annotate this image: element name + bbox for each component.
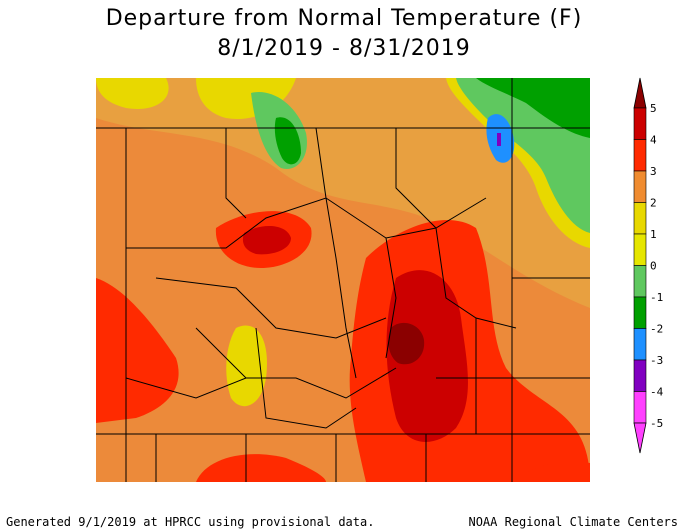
legend-tick-label: -3 <box>650 354 663 367</box>
legend-tick-label: 3 <box>650 165 657 178</box>
legend-swatch <box>633 391 647 424</box>
color-legend: 5 4 3 2 1 0 -1 -2 -3 -4 -5 <box>628 74 688 464</box>
boundary-lines <box>96 78 590 482</box>
footer-generated-note: Generated 9/1/2019 at HPRCC using provis… <box>6 515 375 529</box>
darkred-region-south <box>386 270 468 442</box>
legend-arrow-top <box>633 77 647 109</box>
yellow-region-central <box>226 325 267 407</box>
legend-swatch <box>633 233 647 266</box>
legend-swatch <box>633 359 647 392</box>
darkgreen-region-ne <box>476 78 590 138</box>
legend-arrow-bottom <box>633 422 647 454</box>
legend-swatch <box>633 296 647 329</box>
darkred-region-central-north <box>242 226 291 255</box>
legend-swatch <box>633 170 647 203</box>
red-region-south-west <box>196 454 326 482</box>
legend-tick-label: 2 <box>650 197 657 210</box>
legend-tick-label: 4 <box>650 134 657 147</box>
purple-spot-ne <box>497 133 501 146</box>
footer-source: NOAA Regional Climate Centers <box>468 515 678 529</box>
temperature-departure-map <box>96 78 590 482</box>
legend-swatch <box>633 139 647 172</box>
legend-tick-label: -4 <box>650 386 664 399</box>
legend-tick-label: 5 <box>650 102 657 115</box>
map-title: Departure from Normal Temperature (F) <box>105 6 583 31</box>
darkgreen-region-north <box>274 117 301 165</box>
legend-swatch <box>633 107 647 140</box>
yellow-region-nw <box>96 78 169 109</box>
red-region-se <box>516 461 590 482</box>
maroon-peak <box>388 322 425 365</box>
legend-tick-label: -5 <box>650 417 663 430</box>
legend-swatch <box>633 265 647 298</box>
legend-swatch <box>633 328 647 361</box>
legend-tick-label: 0 <box>650 260 657 273</box>
legend-tick-label: -2 <box>650 323 663 336</box>
map-date-range: 8/1/2019 - 8/31/2019 <box>217 36 471 61</box>
legend-tick-label: 1 <box>650 228 657 241</box>
legend-tick-label: -1 <box>650 291 663 304</box>
legend-swatch <box>633 202 647 235</box>
